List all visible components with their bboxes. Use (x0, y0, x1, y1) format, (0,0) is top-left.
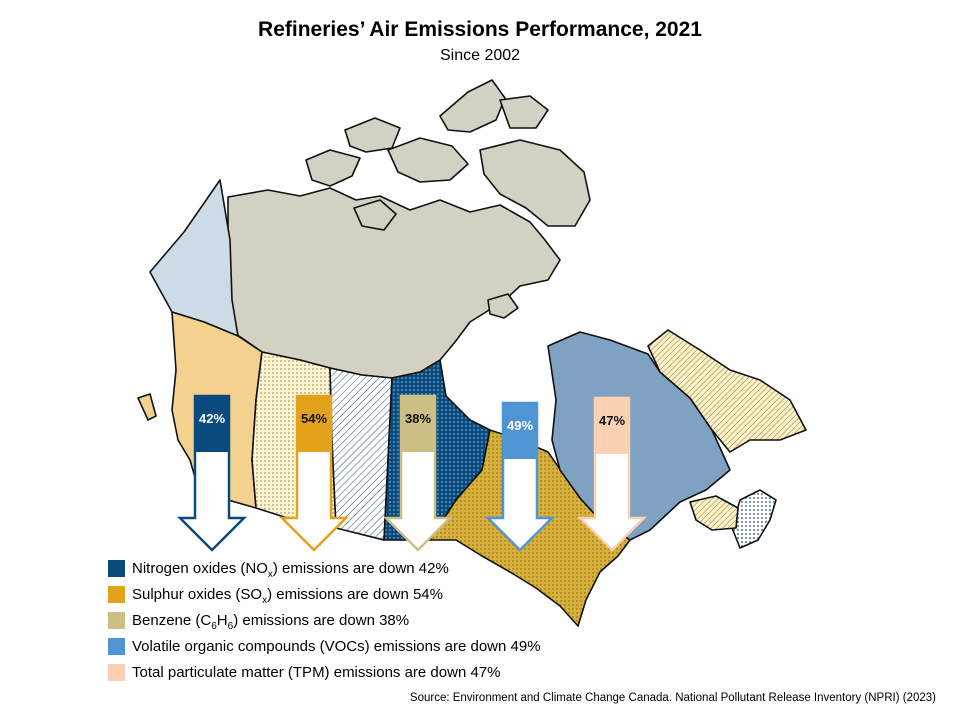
arrow-label-nox: 42% (199, 411, 225, 426)
region-arctic-island (487, 293, 519, 319)
legend-swatch-tpm (108, 664, 125, 681)
arrow-fill-benzene (401, 396, 435, 452)
region-saskatchewan (329, 367, 393, 541)
legend-label-tpm: Total particulate matter (TPM) emissions… (132, 664, 501, 681)
region-arctic-island (353, 199, 397, 231)
region-labrador (647, 329, 807, 453)
region-arctic-island (439, 79, 506, 133)
legend-label-sox: Sulphur oxides (SOx) emissions are down … (132, 586, 443, 606)
arrow-label-voc: 49% (507, 418, 533, 433)
map-title: Refineries’ Air Emissions Performance, 2… (258, 18, 702, 41)
arrow-fill-voc (503, 403, 537, 459)
arrow-fill-nox (195, 396, 229, 452)
legend-swatch-voc (108, 638, 125, 655)
region-arctic-island (344, 117, 401, 153)
region-yukon (149, 179, 239, 337)
legend-label-benzene: Benzene (C6H6) emissions are down 38% (132, 612, 410, 632)
region-vancouver-island (137, 393, 157, 421)
reduction-arrows: 42% 54% 38% 49% 47% (176, 394, 648, 552)
arrow-fill-sox (297, 396, 331, 452)
region-newfoundland (731, 489, 777, 549)
legend-label-voc: Volatile organic compounds (VOCs) emissi… (132, 638, 541, 655)
legend-swatch-sox (108, 586, 125, 603)
source-note: Source: Environment and Climate Change C… (409, 692, 936, 704)
legend-swatch-benzene (108, 612, 125, 629)
map-subtitle: Since 2002 (439, 47, 521, 64)
arrow-fill-tpm (595, 398, 629, 454)
region-arctic-island (305, 149, 361, 187)
arrow-label-sox: 54% (301, 411, 327, 426)
region-arctic-island (479, 139, 591, 227)
legend-label-nox: Nitrogen oxides (NOx) emissions are down… (132, 560, 449, 580)
region-quebec (547, 331, 731, 541)
region-maritimes (689, 495, 739, 531)
arrow-label-benzene: 38% (405, 411, 431, 426)
region-arctic-island (387, 137, 469, 183)
region-arctic-island (499, 95, 549, 129)
legend-swatch-nox (108, 560, 125, 577)
arrow-label-tpm: 47% (599, 413, 625, 428)
